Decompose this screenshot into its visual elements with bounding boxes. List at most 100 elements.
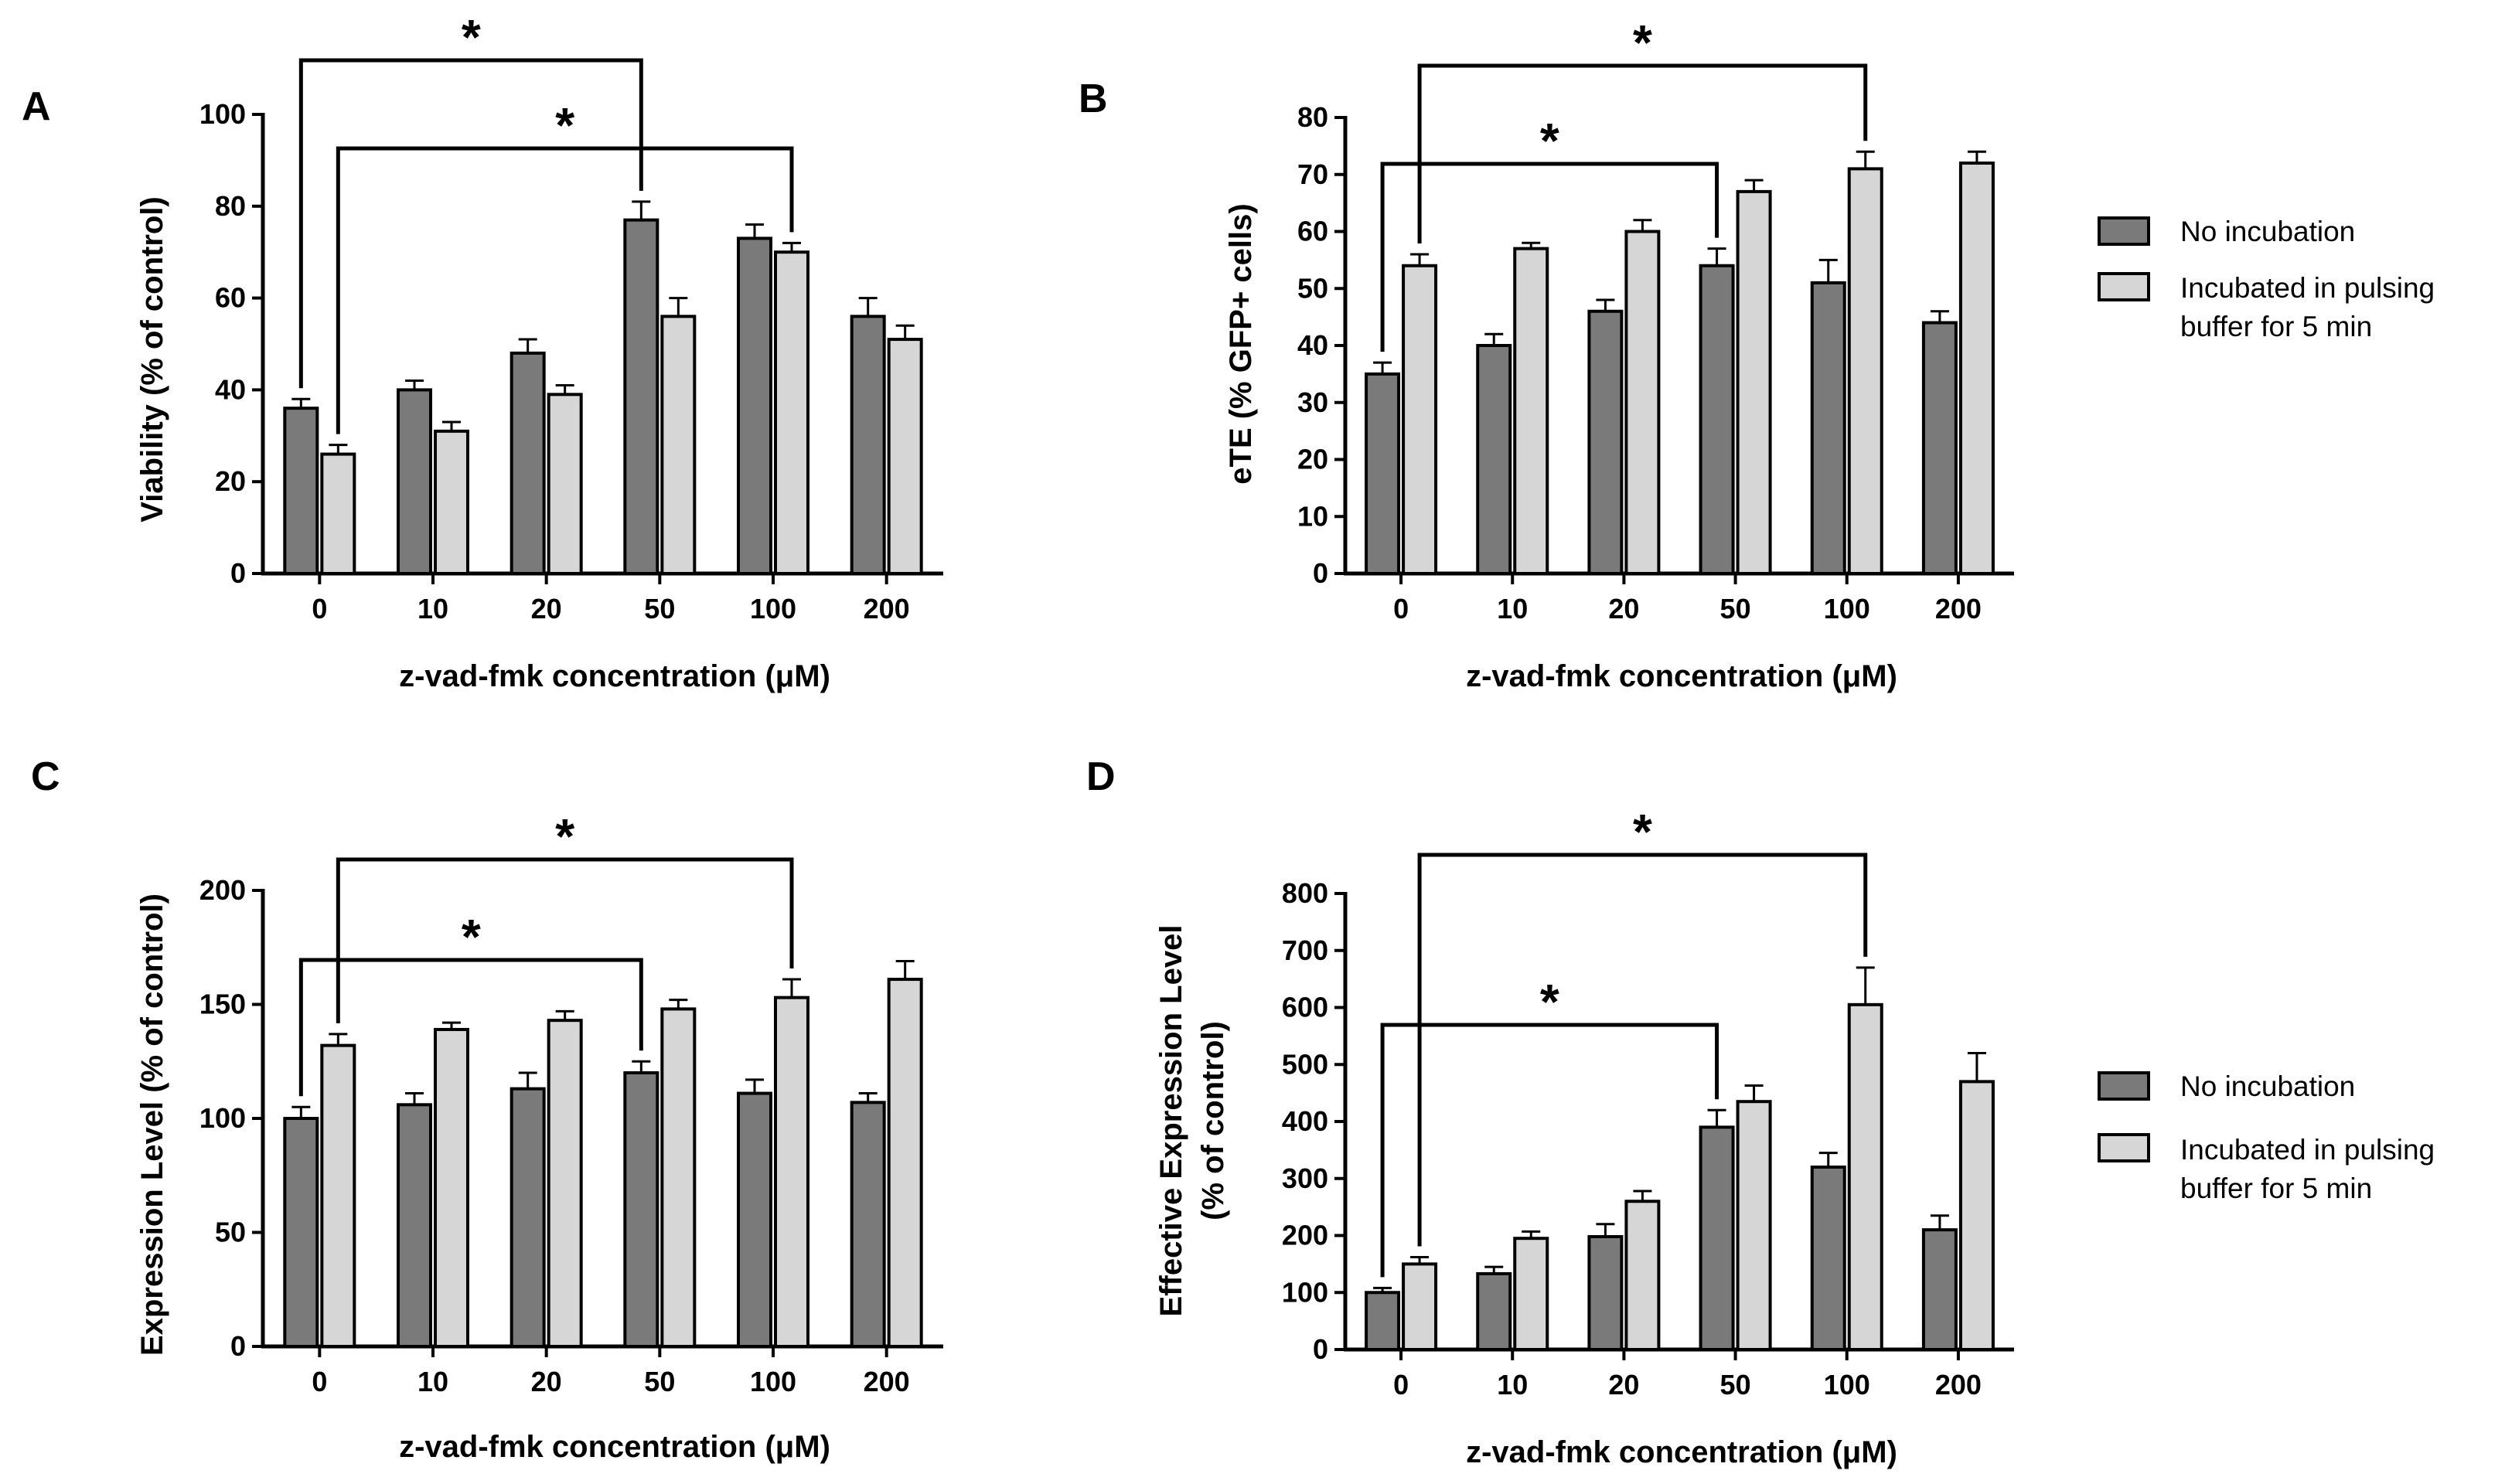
legend-bottom: No incubation Incubated in pulsing buffe… xyxy=(2098,1070,2435,1204)
x-tick-label: 10 xyxy=(418,1366,448,1397)
significance-star: * xyxy=(1633,804,1652,859)
bar-no-incubation-50 xyxy=(623,1071,659,1348)
significance-bracket xyxy=(336,146,794,434)
bar-no-incubation-10 xyxy=(1476,344,1512,575)
x-tick-label: 50 xyxy=(1720,1369,1751,1401)
y-tick-label: 20 xyxy=(1297,444,1328,475)
significance-star: * xyxy=(462,909,481,965)
bar-no-incubation-200 xyxy=(1921,321,1958,575)
bar-no-incubation-10 xyxy=(1476,1271,1512,1351)
bar-no-incubation-200 xyxy=(1921,1228,1958,1351)
bar-incubated-10 xyxy=(434,1027,469,1348)
bar-incubated-200 xyxy=(1958,162,1995,575)
legend-bottom-label-no-incubation: No incubation xyxy=(2180,1070,2355,1102)
bar-no-incubation-200 xyxy=(850,315,886,575)
significance-star: * xyxy=(462,9,481,65)
bar-incubated-10 xyxy=(434,429,469,575)
y-tick-label: 200 xyxy=(199,874,246,906)
bar-no-incubation-50 xyxy=(1699,1125,1735,1351)
panel-c: C Expression Level (% of control) z-vad-… xyxy=(31,754,943,1464)
x-tick-label: 100 xyxy=(750,593,796,625)
panel-letter-d: D xyxy=(1086,754,1116,799)
y-tick-label: 50 xyxy=(1297,272,1328,304)
y-tick-label: 0 xyxy=(230,557,246,589)
y-tick-label: 100 xyxy=(199,1102,246,1134)
legend-bottom-label-incubated-line2: buffer for 5 min xyxy=(2180,1173,2372,1204)
y-axis-title-a: Viability (% of control) xyxy=(135,196,169,522)
significance-bracket xyxy=(1417,63,1868,243)
significance-star: * xyxy=(1540,113,1559,168)
bar-incubated-10 xyxy=(1513,1237,1549,1351)
y-axis-title-b: eTE (% GFP+ cells) xyxy=(1224,203,1258,484)
y-tick-label: 30 xyxy=(1297,386,1328,418)
y-axis-title-c: Expression Level (% of control) xyxy=(135,893,169,1356)
x-tick-label: 10 xyxy=(1497,1369,1528,1401)
significance-bracket xyxy=(1417,853,1868,1247)
plot-area-a: 0 20 40 60 80 100 0 10 20 50 100 200 * * xyxy=(199,9,943,625)
panel-letter-a: A xyxy=(22,84,51,129)
significance-star: * xyxy=(555,808,574,864)
y-tick-label: 40 xyxy=(1297,329,1328,361)
x-tick-label: 100 xyxy=(1824,1369,1870,1401)
bar-incubated-50 xyxy=(660,1007,697,1349)
y-tick-label: 70 xyxy=(1297,158,1328,190)
y-tick-label: 200 xyxy=(1282,1220,1328,1251)
bar-incubated-0 xyxy=(1402,1262,1438,1351)
bar-incubated-50 xyxy=(660,315,697,575)
x-tick-label: 0 xyxy=(312,593,327,625)
y-tick-label: 80 xyxy=(1297,101,1328,133)
legend-bottom-label-incubated-line1: Incubated in pulsing xyxy=(2180,1134,2435,1166)
legend-top-label-no-incubation: No incubation xyxy=(2180,216,2355,247)
y-tick-label: 10 xyxy=(1297,500,1328,532)
significance-bracket xyxy=(336,857,794,1023)
x-tick-label: 20 xyxy=(531,593,562,625)
significance-star: * xyxy=(1633,15,1652,70)
bar-incubated-20 xyxy=(1624,230,1661,575)
bar-incubated-100 xyxy=(774,996,809,1349)
x-tick-label: 0 xyxy=(312,1366,327,1397)
significance-star: * xyxy=(555,97,574,153)
bar-incubated-100 xyxy=(1847,167,1883,575)
y-tick-label: 100 xyxy=(1282,1276,1328,1308)
bar-no-incubation-20 xyxy=(510,351,546,575)
x-axis-title-c: z-vad-fmk concentration (μM) xyxy=(399,1430,830,1464)
significance-bracket xyxy=(298,58,643,389)
x-axis-title-a: z-vad-fmk concentration (μM) xyxy=(399,659,830,693)
bar-no-incubation-50 xyxy=(1699,264,1735,575)
x-tick-label: 10 xyxy=(1497,593,1528,625)
x-tick-label: 10 xyxy=(418,593,448,625)
bar-no-incubation-20 xyxy=(1587,309,1624,575)
bar-no-incubation-0 xyxy=(283,407,319,575)
x-tick-label: 200 xyxy=(864,1366,910,1397)
y-tick-label: 150 xyxy=(199,989,246,1020)
bar-no-incubation-0 xyxy=(1365,1291,1401,1351)
panel-letter-b: B xyxy=(1079,77,1108,121)
bar-incubated-10 xyxy=(1513,247,1549,575)
x-tick-label: 20 xyxy=(1608,1369,1639,1401)
bar-incubated-20 xyxy=(547,393,583,575)
y-tick-label: 80 xyxy=(215,190,246,222)
panel-d: D Effective Expression Level (% of contr… xyxy=(1086,754,2014,1469)
y-axis-title-d-line2: (% of control) xyxy=(1196,1021,1230,1220)
bar-no-incubation-20 xyxy=(510,1087,546,1349)
y-tick-label: 400 xyxy=(1282,1105,1328,1137)
y-tick-label: 60 xyxy=(1297,216,1328,247)
significance-star: * xyxy=(1540,974,1559,1030)
y-tick-label: 700 xyxy=(1282,934,1328,966)
x-tick-label: 200 xyxy=(1935,593,1982,625)
bar-incubated-0 xyxy=(320,452,356,575)
y-tick-label: 500 xyxy=(1282,1048,1328,1080)
x-tick-label: 100 xyxy=(1824,593,1870,625)
legend-top-label-incubated-line2: buffer for 5 min xyxy=(2180,311,2372,342)
x-axis-title-d: z-vad-fmk concentration (μM) xyxy=(1466,1435,1897,1469)
bar-no-incubation-10 xyxy=(397,388,432,575)
y-tick-label: 0 xyxy=(1313,1333,1328,1365)
legend-bottom-swatch-incubated xyxy=(2098,1133,2150,1162)
plot-area-d: 0 100 200 300 400 500 600 700 800 0 10 20 50 100 200 * * xyxy=(1282,804,2014,1401)
legend-top-swatch-incubated xyxy=(2098,272,2150,301)
y-tick-label: 0 xyxy=(1313,557,1328,589)
significance-bracket xyxy=(1380,1023,1719,1278)
bar-no-incubation-50 xyxy=(623,218,659,575)
bar-incubated-50 xyxy=(1736,189,1772,575)
